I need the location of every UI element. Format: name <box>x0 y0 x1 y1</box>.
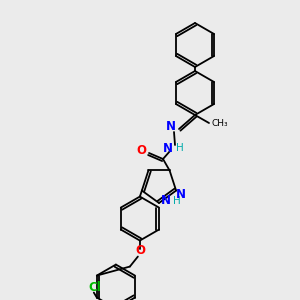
Text: O: O <box>135 244 145 257</box>
Text: O: O <box>136 145 146 158</box>
Text: H: H <box>173 196 181 206</box>
Text: Cl: Cl <box>88 281 101 294</box>
Text: H: H <box>176 143 184 153</box>
Text: N: N <box>176 188 186 201</box>
Text: N: N <box>166 121 176 134</box>
Text: CH₃: CH₃ <box>211 119 228 128</box>
Text: N: N <box>161 194 171 206</box>
Text: N: N <box>163 142 173 154</box>
